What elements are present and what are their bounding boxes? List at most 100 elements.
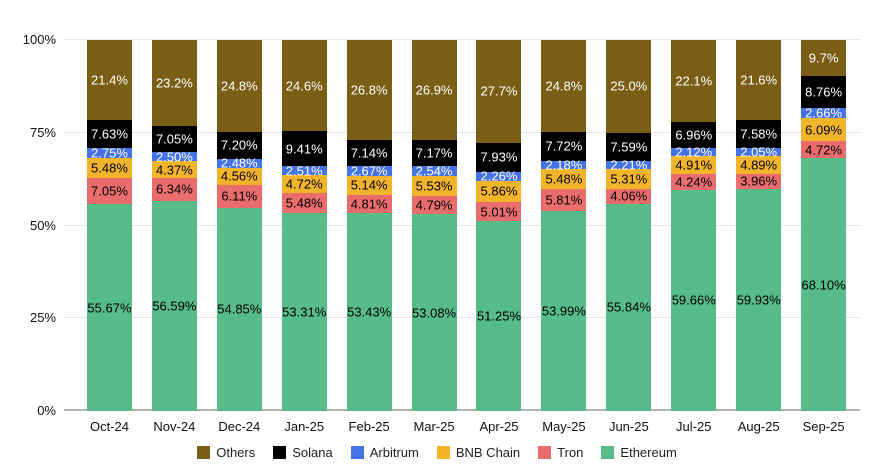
segment-others: 24.8%: [216, 40, 262, 133]
segment-label-tron: 4.06%: [610, 188, 648, 204]
segment-arbitrum: 2.12%: [671, 145, 717, 158]
y-tick-label: 100%: [22, 32, 56, 47]
segment-label-tron: 5.81%: [545, 192, 583, 208]
bar-column-nov-24: 56.59% 6.34% 4.37% 2.50% 7.05% 23.2%: [142, 40, 207, 411]
legend-item-others: Others: [197, 446, 255, 459]
segment-ethereum: 68.10%: [801, 158, 847, 411]
bar-aug-25: 59.93% 3.96% 4.89% 2.05% 7.58% 21.6%: [736, 40, 782, 411]
segment-label-ethereum: 53.08%: [412, 305, 457, 321]
legend-swatch-solana-icon: [273, 446, 287, 459]
segment-label-bnb-chain: 6.09%: [805, 122, 843, 138]
segment-label-arbitrum: 2.75%: [91, 145, 128, 161]
segment-ethereum: 54.85%: [216, 207, 262, 411]
segment-label-tron: 4.81%: [350, 196, 388, 212]
segment-others: 26.9%: [411, 40, 457, 140]
segment-label-others: 24.6%: [285, 78, 323, 94]
segment-arbitrum: 2.05%: [736, 146, 782, 159]
segment-label-tron: 4.72%: [805, 142, 843, 158]
segment-arbitrum: 2.26%: [476, 168, 522, 184]
segment-label-others: 22.1%: [675, 73, 713, 89]
x-tick-label-aug-25: Aug-25: [737, 419, 780, 434]
segment-label-bnb-chain: 5.53%: [415, 178, 453, 194]
segment-solana: 7.14%: [346, 139, 392, 166]
segment-solana: 7.93%: [476, 142, 522, 173]
segment-arbitrum: 2.48%: [216, 157, 262, 170]
x-tick-label-may-25: May-25: [542, 419, 586, 434]
segment-arbitrum: 2.67%: [346, 163, 392, 179]
segment-label-solana: 7.17%: [415, 145, 453, 161]
segment-tron: 6.11%: [216, 184, 262, 208]
segment-solana: 7.58%: [736, 120, 782, 149]
segment-solana: 8.76%: [801, 75, 847, 109]
y-tick-label: 50%: [29, 217, 56, 233]
segment-label-tron: 7.05%: [91, 183, 128, 199]
x-axis: Oct-24 Nov-24 Dec-24 Jan-25 Feb-25 Mar-25 Apr-…: [77, 419, 856, 434]
segment-arbitrum: 2.18%: [541, 158, 587, 171]
segment-arbitrum: 2.51%: [281, 164, 327, 177]
segment-tron: 4.79%: [411, 196, 457, 215]
segment-others: 24.6%: [281, 39, 327, 132]
segment-label-bnb-chain: 4.89%: [740, 157, 778, 173]
segment-label-solana: 7.72%: [545, 138, 583, 154]
segment-solana: 6.96%: [671, 122, 717, 148]
segment-label-ethereum: 55.84%: [606, 299, 651, 315]
segment-others: 27.7%: [476, 40, 522, 143]
segment-label-others: 26.8%: [350, 82, 388, 98]
segment-label-ethereum: 55.67%: [87, 300, 132, 316]
segment-solana: 7.63%: [86, 119, 132, 148]
segment-others: 26.8%: [346, 40, 392, 140]
bar-column-jul-25: 59.66% 4.24% 4.91% 2.12% 6.96% 22.1%: [661, 40, 726, 411]
segment-label-ethereum: 53.43%: [347, 304, 392, 320]
legend-item-tron: Tron: [538, 446, 583, 459]
x-tick-label-dec-24: Dec-24: [218, 419, 261, 434]
x-tick-label-jan-25: Jan-25: [284, 419, 325, 434]
segment-tron: 4.06%: [606, 188, 652, 204]
bar-feb-25: 53.43% 4.81% 5.14% 2.67% 7.14% 26.8%: [346, 40, 392, 411]
segment-bnb-chain: 5.31%: [606, 169, 652, 189]
y-tick-label: 25%: [29, 310, 56, 326]
legend-label-ethereum: Ethereum: [620, 445, 677, 460]
segment-label-ethereum: 53.99%: [541, 303, 586, 319]
segment-label-ethereum: 53.31%: [282, 304, 327, 320]
segment-label-ethereum: 68.10%: [801, 277, 846, 293]
segment-label-tron: 5.01%: [480, 204, 518, 220]
segment-arbitrum: 2.54%: [411, 165, 457, 178]
bar-column-dec-24: 54.85% 6.11% 4.56% 2.48% 7.20% 24.8%: [207, 40, 272, 411]
segment-label-ethereum: 56.59%: [152, 298, 197, 314]
segment-label-solana: 7.93%: [480, 149, 518, 165]
legend-swatch-arbitrum-icon: [350, 446, 364, 459]
x-tick-label-oct-24: Oct-24: [89, 419, 129, 434]
bar-mar-25: 53.08% 4.79% 5.53% 2.54% 7.17% 26.9%: [411, 40, 457, 411]
segment-ethereum: 59.93%: [736, 188, 782, 411]
segment-label-bnb-chain: 4.37%: [155, 162, 193, 178]
segment-tron: 7.05%: [86, 178, 132, 205]
segment-bnb-chain: 4.72%: [281, 175, 327, 193]
bar-column-aug-25: 59.93% 3.96% 4.89% 2.05% 7.58% 21.6%: [726, 40, 791, 411]
segment-bnb-chain: 5.48%: [541, 168, 587, 190]
segment-label-bnb-chain: 5.14%: [350, 177, 388, 193]
segment-ethereum: 53.43%: [346, 212, 392, 411]
segment-label-bnb-chain: 5.86%: [480, 183, 518, 199]
segment-label-tron: 6.11%: [221, 188, 258, 204]
segment-label-ethereum: 54.85%: [217, 301, 262, 317]
gridline-75%: [64, 131, 860, 133]
gridlines: [64, 39, 860, 411]
segment-label-arbitrum: 2.50%: [155, 149, 193, 165]
segment-label-arbitrum: 2.26%: [480, 168, 518, 184]
bar-column-jan-25: 53.31% 5.48% 4.72% 2.51% 9.41% 24.6%: [272, 39, 337, 411]
segment-bnb-chain: 6.09%: [801, 118, 847, 141]
segment-label-solana: 7.58%: [740, 126, 778, 142]
segment-label-others: 26.9%: [415, 82, 453, 98]
segment-label-tron: 4.24%: [675, 174, 713, 190]
segment-tron: 4.81%: [346, 194, 392, 213]
bar-jan-25: 53.31% 5.48% 4.72% 2.51% 9.41% 24.6%: [281, 39, 327, 411]
segment-arbitrum: 2.66%: [801, 107, 847, 120]
segment-label-others: 23.2%: [155, 75, 193, 91]
legend-swatch-bnb-chain-icon: [436, 446, 450, 459]
y-tick-label: 75%: [29, 124, 56, 140]
segment-label-arbitrum: 2.67%: [350, 163, 388, 179]
segment-bnb-chain: 4.37%: [151, 161, 197, 178]
segment-label-tron: 6.34%: [155, 181, 193, 197]
gridline-50%: [64, 224, 860, 226]
segment-bnb-chain: 5.86%: [476, 180, 522, 203]
